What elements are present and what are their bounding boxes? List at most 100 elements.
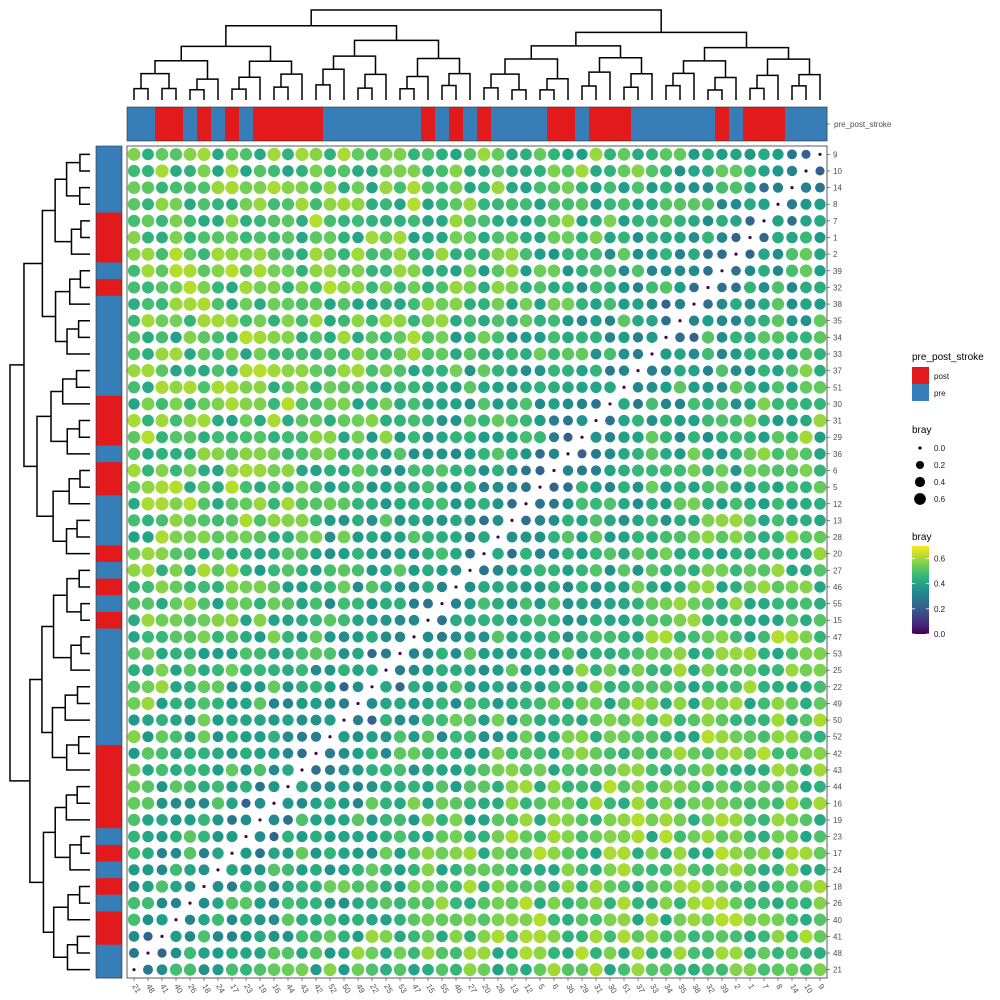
heatmap-point	[520, 531, 532, 543]
heatmap-point	[491, 314, 505, 327]
row-tick-label: 50	[833, 716, 842, 725]
heatmap-point	[617, 564, 631, 577]
heatmap-point	[239, 447, 253, 461]
heatmap-point	[548, 714, 560, 726]
heatmap-point	[659, 713, 673, 727]
heatmap-point	[337, 297, 351, 311]
heatmap-point	[436, 581, 448, 593]
heatmap-point	[212, 847, 224, 859]
heatmap-point	[771, 696, 785, 710]
heatmap-point	[673, 564, 687, 577]
heatmap-point	[478, 265, 490, 277]
heatmap-point	[296, 331, 308, 344]
heatmap-point	[127, 197, 141, 211]
heatmap-point	[813, 647, 827, 660]
row-annotation-cell	[96, 362, 122, 380]
heatmap-point	[239, 463, 253, 478]
heatmap-point	[281, 513, 295, 527]
heatmap-point	[421, 297, 435, 311]
heatmap-point	[197, 930, 211, 943]
heatmap-point	[673, 879, 687, 894]
heatmap-point	[463, 780, 477, 793]
heatmap-point	[547, 963, 561, 977]
heatmap-point	[744, 431, 756, 444]
heatmap-point	[562, 614, 574, 626]
heatmap-point	[744, 348, 756, 360]
heatmap-point	[253, 363, 267, 378]
heatmap-point	[295, 347, 309, 361]
heatmap-point	[589, 514, 603, 527]
heatmap-point	[730, 547, 742, 560]
heatmap-point	[534, 231, 546, 244]
row-dendrogram-branch	[80, 835, 90, 854]
heatmap-point	[380, 597, 392, 610]
heatmap-point	[295, 397, 309, 411]
heatmap-point	[170, 814, 182, 826]
heatmap-point	[170, 447, 182, 460]
heatmap-point	[282, 880, 294, 893]
heatmap-point	[198, 364, 210, 377]
heatmap-point	[351, 381, 365, 394]
heatmap-point	[814, 947, 826, 959]
heatmap-point	[422, 431, 434, 443]
heatmap-point	[814, 397, 826, 410]
heatmap-point	[393, 230, 407, 245]
row-dendrogram-branch	[76, 519, 90, 538]
heatmap-point	[268, 381, 280, 394]
heatmap-point	[310, 614, 322, 627]
heatmap-point	[435, 913, 449, 927]
heatmap-point	[281, 314, 295, 328]
column-dendrogram-branch	[189, 89, 205, 100]
heatmap-point	[604, 581, 616, 593]
heatmap-point	[478, 797, 490, 810]
heatmap-point	[366, 447, 378, 460]
heatmap-point	[491, 148, 505, 161]
heatmap-point	[281, 330, 295, 344]
heatmap-point	[142, 664, 154, 676]
heatmap-point	[603, 297, 617, 311]
heatmap-point	[701, 930, 715, 943]
heatmap-point	[785, 780, 799, 794]
heatmap-point	[184, 447, 196, 460]
heatmap-point	[618, 747, 630, 760]
column-dendrogram-branch	[665, 84, 681, 100]
row-tick-label: 38	[833, 300, 842, 309]
heatmap-point	[520, 148, 532, 161]
heatmap-point	[603, 630, 617, 643]
heatmap-point	[282, 281, 294, 294]
heatmap-point	[422, 797, 434, 809]
heatmap-point	[506, 947, 518, 959]
heatmap-point	[786, 165, 798, 177]
heatmap-point	[324, 830, 336, 843]
heatmap-point	[576, 548, 588, 560]
heatmap-point	[618, 181, 630, 194]
heatmap-point	[800, 614, 812, 627]
heatmap-point	[198, 647, 210, 660]
heatmap-point	[310, 581, 322, 593]
heatmap-point	[337, 580, 351, 594]
heatmap-point	[631, 680, 645, 693]
heatmap-point	[244, 834, 248, 839]
heatmap-point	[716, 498, 728, 510]
heatmap-point	[604, 464, 616, 477]
heatmap-point	[757, 746, 771, 761]
heatmap-point	[295, 181, 309, 195]
heatmap-point	[211, 281, 225, 294]
heatmap-point	[757, 580, 771, 594]
heatmap-point	[436, 731, 448, 743]
column-tick-label: 6	[550, 983, 560, 992]
heatmap-point	[142, 514, 154, 527]
heatmap-point	[254, 481, 266, 493]
heatmap-point	[547, 697, 561, 710]
heatmap-point	[394, 514, 406, 526]
heatmap-point	[815, 182, 825, 193]
heatmap-point	[393, 181, 407, 194]
heatmap-point	[240, 631, 252, 643]
heatmap-point	[603, 497, 617, 510]
heatmap-point	[673, 780, 687, 794]
heatmap-point	[267, 347, 281, 361]
heatmap-point	[170, 897, 182, 909]
heatmap-point	[744, 697, 756, 710]
heatmap-point	[282, 647, 294, 660]
heatmap-point	[338, 731, 350, 743]
